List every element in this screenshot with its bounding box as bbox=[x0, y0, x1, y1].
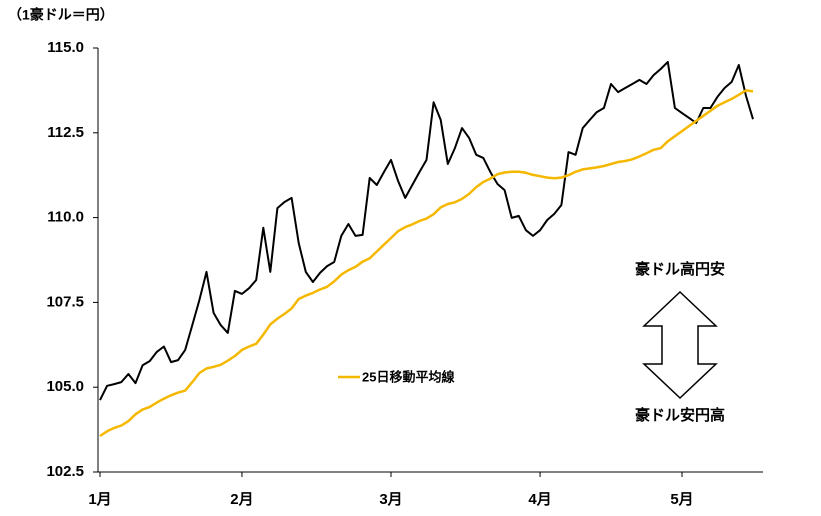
axis-label: （1豪ドル＝円） bbox=[8, 7, 114, 23]
y-tick-label: 105.0 bbox=[46, 378, 84, 395]
annotation: 豪ドル安円高 bbox=[635, 406, 725, 424]
annotation: 豪ドル高円安 bbox=[635, 260, 725, 278]
x-tick-label: 5月 bbox=[670, 491, 693, 508]
y-tick-label: 107.5 bbox=[46, 293, 84, 310]
series-line bbox=[99, 60, 754, 401]
y-tick-label: 115.0 bbox=[47, 39, 84, 56]
y-tick-label: 110.0 bbox=[47, 209, 84, 226]
y-tick-label: 102.5 bbox=[46, 463, 84, 480]
x-tick-label: 1月 bbox=[88, 491, 111, 508]
double-arrow bbox=[642, 290, 718, 400]
x-tick-label: 4月 bbox=[528, 491, 551, 508]
x-tick-label: 2月 bbox=[230, 491, 253, 508]
x-tick-label: 3月 bbox=[379, 491, 402, 508]
y-tick-label: 112.5 bbox=[47, 124, 84, 141]
series-line bbox=[99, 89, 754, 438]
legend-label: 25日移動平均線 bbox=[362, 369, 455, 384]
